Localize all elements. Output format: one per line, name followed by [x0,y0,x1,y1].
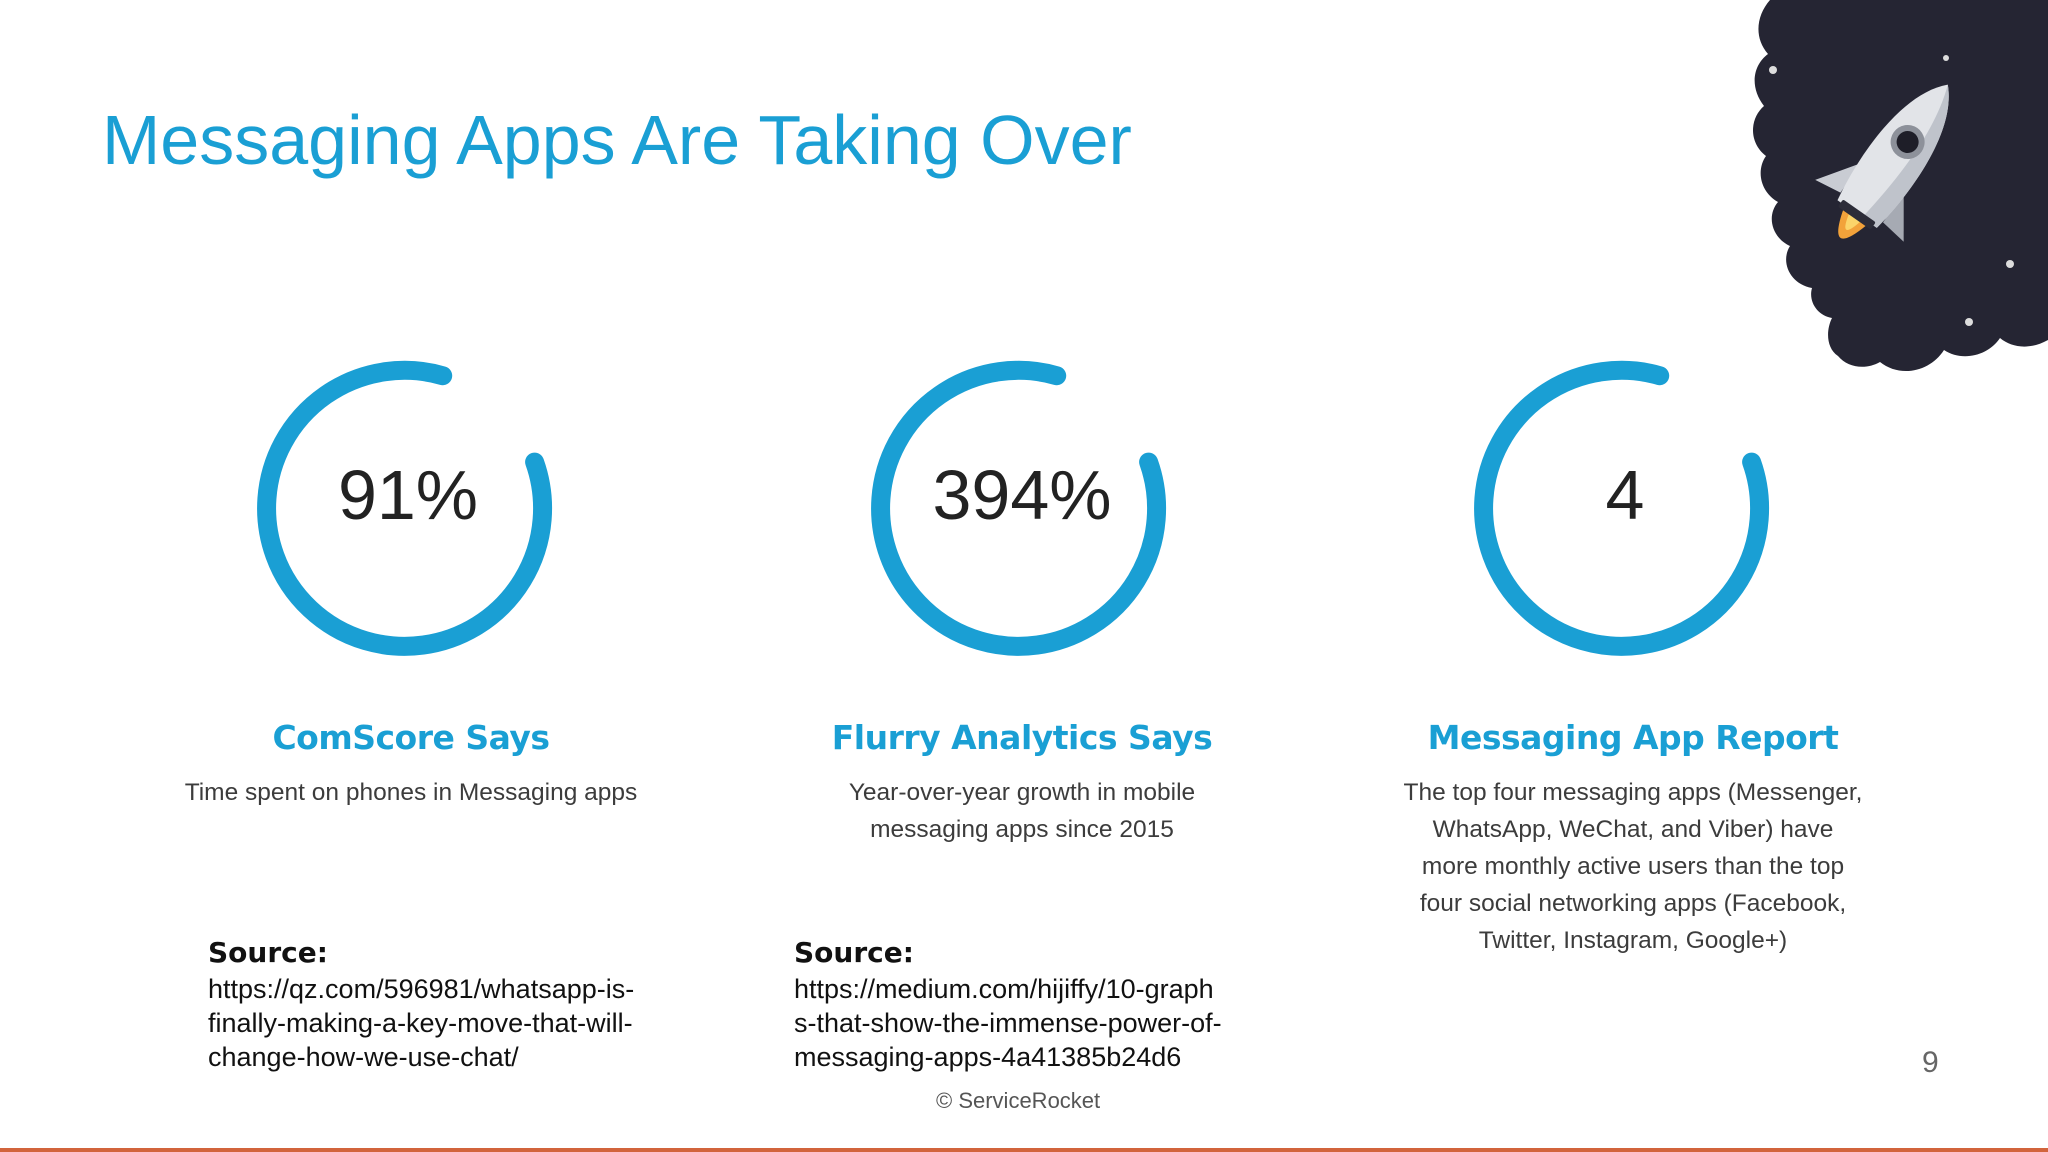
stat-title-report: Messaging App Report [1427,718,1839,757]
stat-value: 394% [932,456,1112,534]
stat-title-flurry: Flurry Analytics Says [831,718,1213,757]
stat-title-comscore: ComScore Says [272,718,550,757]
star-icon [2006,260,2014,268]
rocket-fin-left [1815,163,1862,193]
stat-description-report: The top four messaging apps (Messenger, … [1403,779,1863,954]
star-icon [1943,55,1949,61]
source-flurry: Source: https://medium.com/hijiffy/10-gr… [794,934,1224,1074]
stat-description-comscore: Time spent on phones in Messaging apps [184,779,638,806]
stat-ring-report: 4 [1465,350,1785,670]
star-icon [1769,66,1777,74]
rocket-body [1837,84,1949,228]
progress-ring-icon [871,360,1167,656]
stat-ring-flurry: 394% [862,350,1182,670]
source-label: Source: [208,936,328,969]
stat-value: 91% [337,456,479,534]
rocket-body-shade [1862,84,1949,228]
rocket-base [1838,200,1876,229]
progress-ring-icon [1474,360,1770,656]
rocket-fin-right [1883,192,1904,242]
copyright-text: © ServiceRocket [936,1088,1101,1113]
rocket-window-glass [1896,130,1919,153]
source-url[interactable]: https://qz.com/596981/whatsapp-is-finall… [208,974,635,1072]
rocket-illustration [1682,0,2048,372]
stat-description-flurry: Year-over-year growth in mobile messagin… [848,779,1196,843]
source-comscore: Source: https://qz.com/596981/whatsapp-i… [208,934,638,1074]
stat-ring-comscore: 91% [248,350,568,670]
progress-ring-icon [257,360,553,656]
bottom-accent-bar [0,1148,2048,1152]
source-label: Source: [794,936,914,969]
stat-value: 4 [1605,456,1645,534]
rocket-icon [1815,84,1949,242]
source-url[interactable]: https://medium.com/hijiffy/10-graphs-tha… [794,974,1222,1072]
rocket-flame-inner [1845,213,1861,230]
star-icon [1965,318,1973,326]
page-number: 9 [1922,1046,1939,1079]
slide-title: Messaging Apps Are Taking Over [102,101,1132,179]
